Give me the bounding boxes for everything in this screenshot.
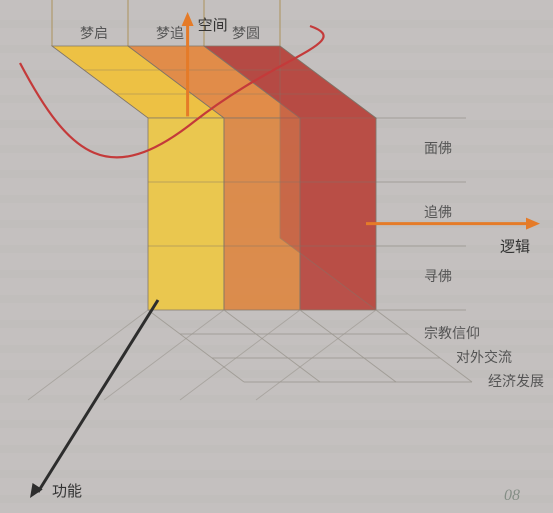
column-label: 梦追	[156, 26, 184, 42]
row-label: 寻佛	[424, 269, 452, 285]
bleed-line	[0, 395, 553, 403]
axis-depth-label: 功能	[52, 483, 82, 500]
bleed-line	[0, 445, 553, 453]
diagram-3d-cube: 空间逻辑功能 梦启 梦追 梦圆面佛追佛寻佛宗教信仰对外交流经济发展 08	[0, 0, 553, 513]
depth-layer-label: 对外交流	[456, 349, 512, 366]
bleed-line	[0, 370, 553, 378]
depth-layer-label: 经济发展	[488, 374, 544, 390]
bleed-line	[0, 495, 553, 503]
row-label: 追佛	[424, 205, 452, 221]
column-label: 梦圆	[232, 26, 260, 42]
page-number: 08	[504, 487, 520, 504]
column-front	[148, 118, 224, 310]
axis-vertical-label: 空间	[198, 17, 228, 34]
axis-horizontal-label: 逻辑	[500, 239, 530, 256]
column-label: 梦启	[80, 26, 108, 42]
bleed-line	[0, 470, 553, 478]
depth-layer-label: 宗教信仰	[424, 326, 480, 342]
row-label: 面佛	[424, 141, 452, 157]
